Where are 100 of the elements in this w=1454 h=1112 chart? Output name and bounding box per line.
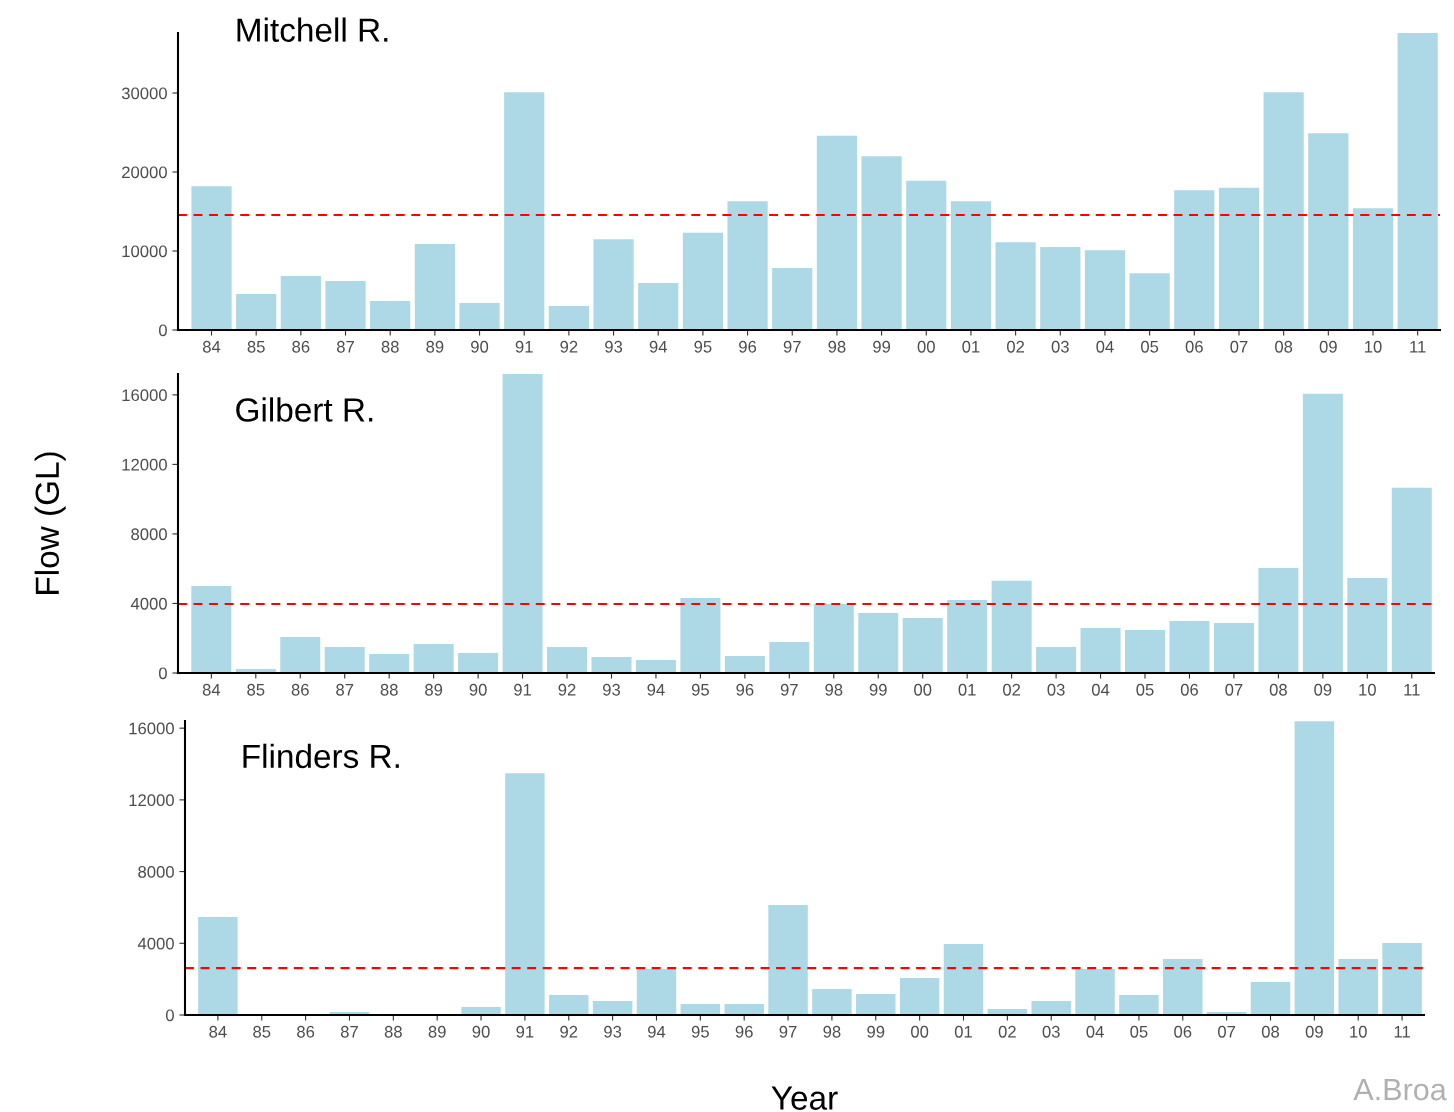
bar: [1218, 187, 1260, 330]
y-tick-label: 4000: [137, 937, 174, 950]
x-tick-label: 07: [1230, 340, 1248, 353]
x-tick-label: 92: [560, 340, 578, 353]
bar: [505, 773, 545, 1015]
x-tick-label: 07: [1218, 1025, 1236, 1038]
x-tick-label: 02: [1006, 340, 1025, 353]
bar: [191, 585, 232, 673]
x-tick-label: 07: [1225, 683, 1243, 696]
x-tick-label: 04: [1091, 683, 1110, 696]
x-tick-label: 00: [914, 683, 932, 696]
x-tick-label: 00: [911, 1025, 929, 1038]
x-tick-label: 05: [1130, 1025, 1148, 1038]
y-tick-label: 0: [158, 324, 167, 337]
bar: [548, 305, 589, 330]
x-tick-label: 06: [1174, 1025, 1192, 1038]
bar: [591, 657, 632, 673]
bar: [861, 156, 902, 330]
x-tick-label: 01: [958, 683, 976, 696]
text: Gilbert R.: [236, 397, 373, 422]
x-tick-label: 08: [1261, 1025, 1280, 1038]
bar: [682, 232, 724, 330]
x-tick-label: 02: [1003, 683, 1021, 696]
x-tick-label: 00: [917, 340, 935, 353]
x-tick-label: 03: [1051, 340, 1069, 353]
x-tick-label: 90: [469, 683, 487, 696]
x-tick-label: 90: [471, 340, 489, 353]
bar: [906, 180, 947, 330]
bar: [325, 281, 366, 330]
y-tick-label: 16000: [129, 722, 174, 735]
chart-title: Mitchell R.: [237, 17, 388, 42]
x-tick-label: 10: [1350, 1025, 1367, 1038]
bar: [369, 654, 410, 673]
x-tick-label: 01: [962, 340, 980, 353]
bar: [1163, 959, 1203, 1015]
x-tick-label: 86: [291, 683, 309, 696]
x-tick-label: 86: [297, 1025, 315, 1038]
y-tick-label: 16000: [122, 389, 167, 402]
bar: [680, 597, 721, 673]
x-axis-title: Year: [771, 1086, 838, 1110]
x-tick-label: 03: [1042, 1025, 1060, 1038]
bar: [502, 374, 543, 673]
x-tick-label: 02: [998, 1025, 1016, 1038]
x-tick-label: 85: [253, 1025, 271, 1038]
x-tick-label: 88: [384, 1025, 402, 1038]
x-tick-label: 08: [1275, 340, 1293, 353]
x-tick-label: 98: [823, 1025, 841, 1038]
x-tick-label: 05: [1141, 340, 1159, 353]
x-tick-label: 90: [472, 1025, 490, 1038]
y-tick-label: 12000: [122, 458, 167, 471]
y-tick-label: 20000: [122, 166, 167, 179]
x-tick-label: 04: [1086, 1025, 1104, 1038]
bar: [191, 186, 232, 330]
x-tick-label: 84: [202, 340, 221, 353]
x-tick-label: 94: [647, 683, 665, 696]
x-tick-label: 87: [340, 1025, 358, 1038]
bar: [724, 1004, 764, 1015]
bar: [858, 613, 899, 673]
bar: [769, 642, 810, 673]
bar: [1338, 959, 1378, 1015]
bar: [413, 643, 454, 673]
x-tick-label: 06: [1185, 340, 1203, 353]
bar: [1258, 568, 1299, 673]
x-tick-label: 86: [292, 340, 310, 353]
x-tick-label: 94: [649, 340, 668, 353]
y-tick-label: 30000: [121, 87, 167, 100]
bar: [370, 301, 411, 330]
x-tick-label: 96: [736, 683, 754, 696]
x-tick-label: 10: [1364, 340, 1382, 353]
bar: [414, 243, 455, 330]
bar: [947, 599, 988, 673]
bar: [1084, 250, 1126, 330]
bar: [991, 580, 1032, 673]
x-tick-label: 93: [603, 683, 621, 696]
bar: [592, 1001, 633, 1015]
bar: [812, 989, 852, 1015]
y-axis-title: Flow (GL): [34, 452, 66, 594]
bar: [593, 239, 634, 330]
bar: [459, 302, 500, 330]
x-tick-label: 11: [1410, 341, 1426, 353]
bar: [995, 242, 1036, 330]
bar: [280, 637, 321, 673]
y-tick-label: 8000: [131, 528, 167, 541]
x-tick-label: 98: [825, 683, 843, 696]
bar: [636, 969, 677, 1015]
x-tick-label: 09: [1314, 683, 1332, 696]
x-tick-label: 93: [604, 1025, 622, 1038]
bar: [816, 135, 858, 330]
bar: [549, 995, 589, 1015]
bar: [727, 201, 768, 330]
x-tick-label: 95: [694, 340, 712, 353]
bar: [547, 646, 588, 673]
x-tick-label: 87: [336, 340, 354, 353]
bar: [1169, 621, 1210, 673]
bar: [1125, 630, 1166, 673]
x-tick-label: 96: [739, 340, 757, 353]
bar: [1213, 622, 1254, 673]
y-tick-label: 4000: [130, 597, 167, 610]
y-tick-label: 0: [158, 667, 167, 680]
bar: [680, 1004, 721, 1015]
